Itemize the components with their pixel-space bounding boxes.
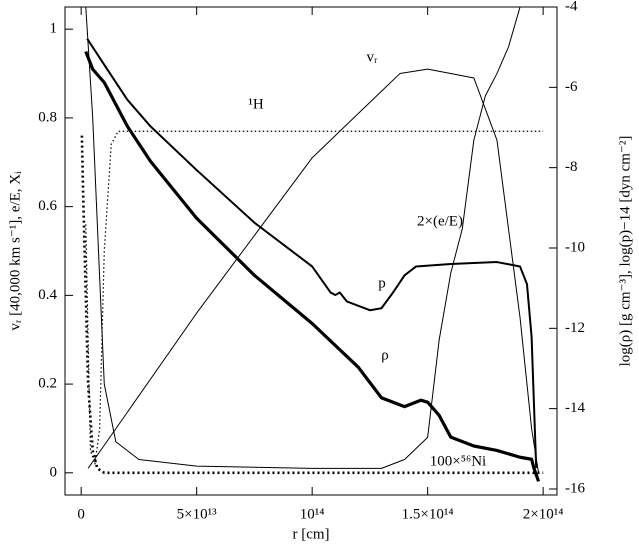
- series-label: ¹H: [248, 96, 263, 112]
- series-label: vᵣ: [367, 49, 379, 65]
- x-tick-label: 1.5×10¹⁴: [402, 506, 454, 522]
- y2-tick-label: -14: [565, 400, 585, 416]
- x-tick-label: 0: [77, 506, 85, 522]
- series-line: [85, 130, 544, 465]
- x-tick-label: 10¹⁴: [300, 506, 325, 522]
- y2-axis-label: log(ρ) [g cm⁻³], log(p)−14 [dyn cm⁻²]: [617, 136, 633, 367]
- y2-tick-label: -8: [565, 159, 578, 175]
- x-tick-label: 2×10¹⁴: [523, 506, 564, 522]
- plot-frame: [64, 6, 558, 496]
- y-tick-label: 0: [50, 464, 58, 480]
- x-tick-label: 5×10¹³: [177, 506, 217, 522]
- series-label: p: [378, 275, 386, 291]
- y-tick-label: 0.8: [38, 109, 57, 125]
- series-line: [80, 135, 544, 475]
- y2-tick-label: -10: [565, 239, 585, 255]
- y2-tick-label: -12: [565, 320, 585, 336]
- y2-tick-label: -6: [565, 79, 578, 95]
- series-line: [85, 7, 521, 469]
- y2-tick-label: -16: [565, 480, 585, 496]
- y-tick-label: 0.2: [38, 376, 57, 392]
- series-label: ρ: [381, 347, 389, 363]
- x-axis-label: r [cm]: [292, 526, 329, 542]
- series-label: 2×(e/E): [417, 213, 463, 229]
- series-label: 100×⁵⁶Ni: [430, 453, 486, 469]
- y2-tick-label: -4: [565, 0, 578, 14]
- plot-area: [80, 7, 544, 482]
- series-line: [84, 50, 541, 482]
- series-line: [87, 68, 540, 473]
- y-tick-label: 0.4: [38, 287, 57, 303]
- y-tick-label: 1: [50, 21, 58, 37]
- y-tick-label: 0.6: [38, 198, 57, 214]
- series-line: [86, 38, 538, 469]
- y-axis-label: vᵣ [40,000 km s⁻¹], e/E, Xᵢ: [7, 171, 23, 331]
